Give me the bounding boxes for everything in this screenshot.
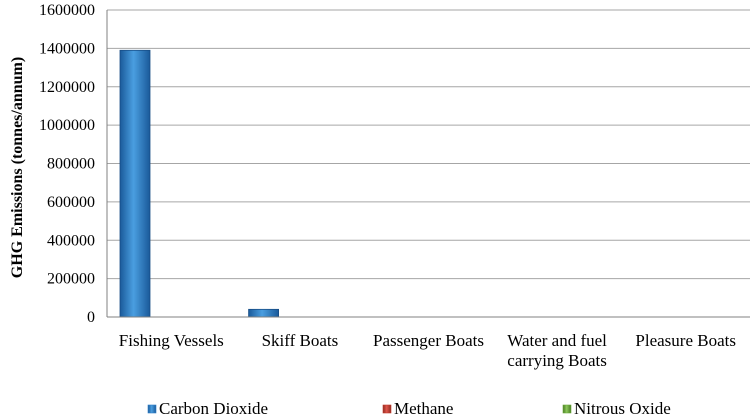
y-axis-label: GHG Emissions (tonnes/annum) (9, 57, 26, 278)
category-label: Fishing Vessels (119, 331, 224, 350)
y-tick-label: 1600000 (39, 2, 95, 19)
axes (106, 10, 750, 318)
y-tick-label: 200000 (47, 271, 95, 288)
legend-swatch (147, 404, 157, 414)
legend-label: Nitrous Oxide (574, 399, 671, 418)
category-labels: Fishing Vessels Skiff Boats Passenger Boat… (119, 331, 736, 370)
legend-swatch (382, 404, 392, 414)
bar-carbon-dioxide (248, 308, 280, 318)
y-tick-label: 400000 (47, 232, 95, 249)
category-label: Skiff Boats (262, 331, 339, 350)
category-label: Passenger Boats (373, 331, 484, 350)
y-tick-label: 1400000 (39, 40, 95, 57)
category-label: Pleasure Boats (635, 331, 736, 350)
gridlines (107, 9, 750, 280)
bars (119, 49, 280, 318)
y-tick-labels: 0 200000 400000 600000 800000 1000000 1200000 1… (39, 2, 95, 326)
legend-item: Carbon Dioxide (147, 399, 268, 418)
legend-swatch (562, 404, 572, 414)
y-tick-label: 600000 (47, 194, 95, 211)
legend-item: Methane (382, 399, 453, 418)
legend-label: Methane (394, 399, 453, 418)
y-tick-label: 800000 (47, 156, 95, 173)
y-tick-label: 0 (87, 309, 95, 326)
bar-carbon-dioxide (119, 49, 151, 318)
category-label: Water and fuel carrying Boats (507, 331, 607, 370)
legend-item: Nitrous Oxide (562, 399, 671, 418)
y-tick-label: 1200000 (39, 79, 95, 96)
legend-label: Carbon Dioxide (159, 399, 268, 418)
legend: Carbon Dioxide Methane Nitrous Oxide (147, 399, 671, 418)
y-tick-label: 1000000 (39, 117, 95, 134)
